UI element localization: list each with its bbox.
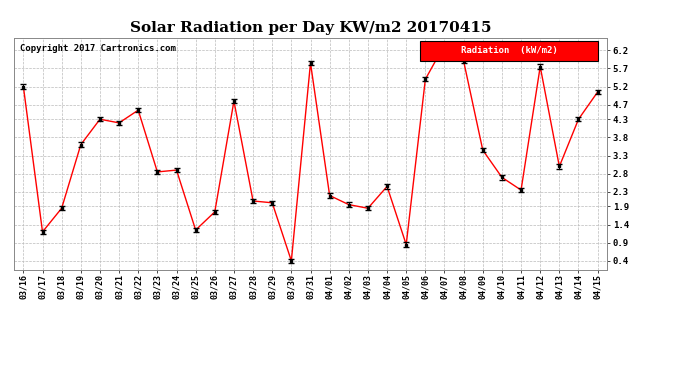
Text: Radiation  (kW/m2): Radiation (kW/m2) [461,46,558,56]
Text: Copyright 2017 Cartronics.com: Copyright 2017 Cartronics.com [20,45,176,54]
Title: Solar Radiation per Day KW/m2 20170415: Solar Radiation per Day KW/m2 20170415 [130,21,491,35]
FancyBboxPatch shape [420,41,598,61]
